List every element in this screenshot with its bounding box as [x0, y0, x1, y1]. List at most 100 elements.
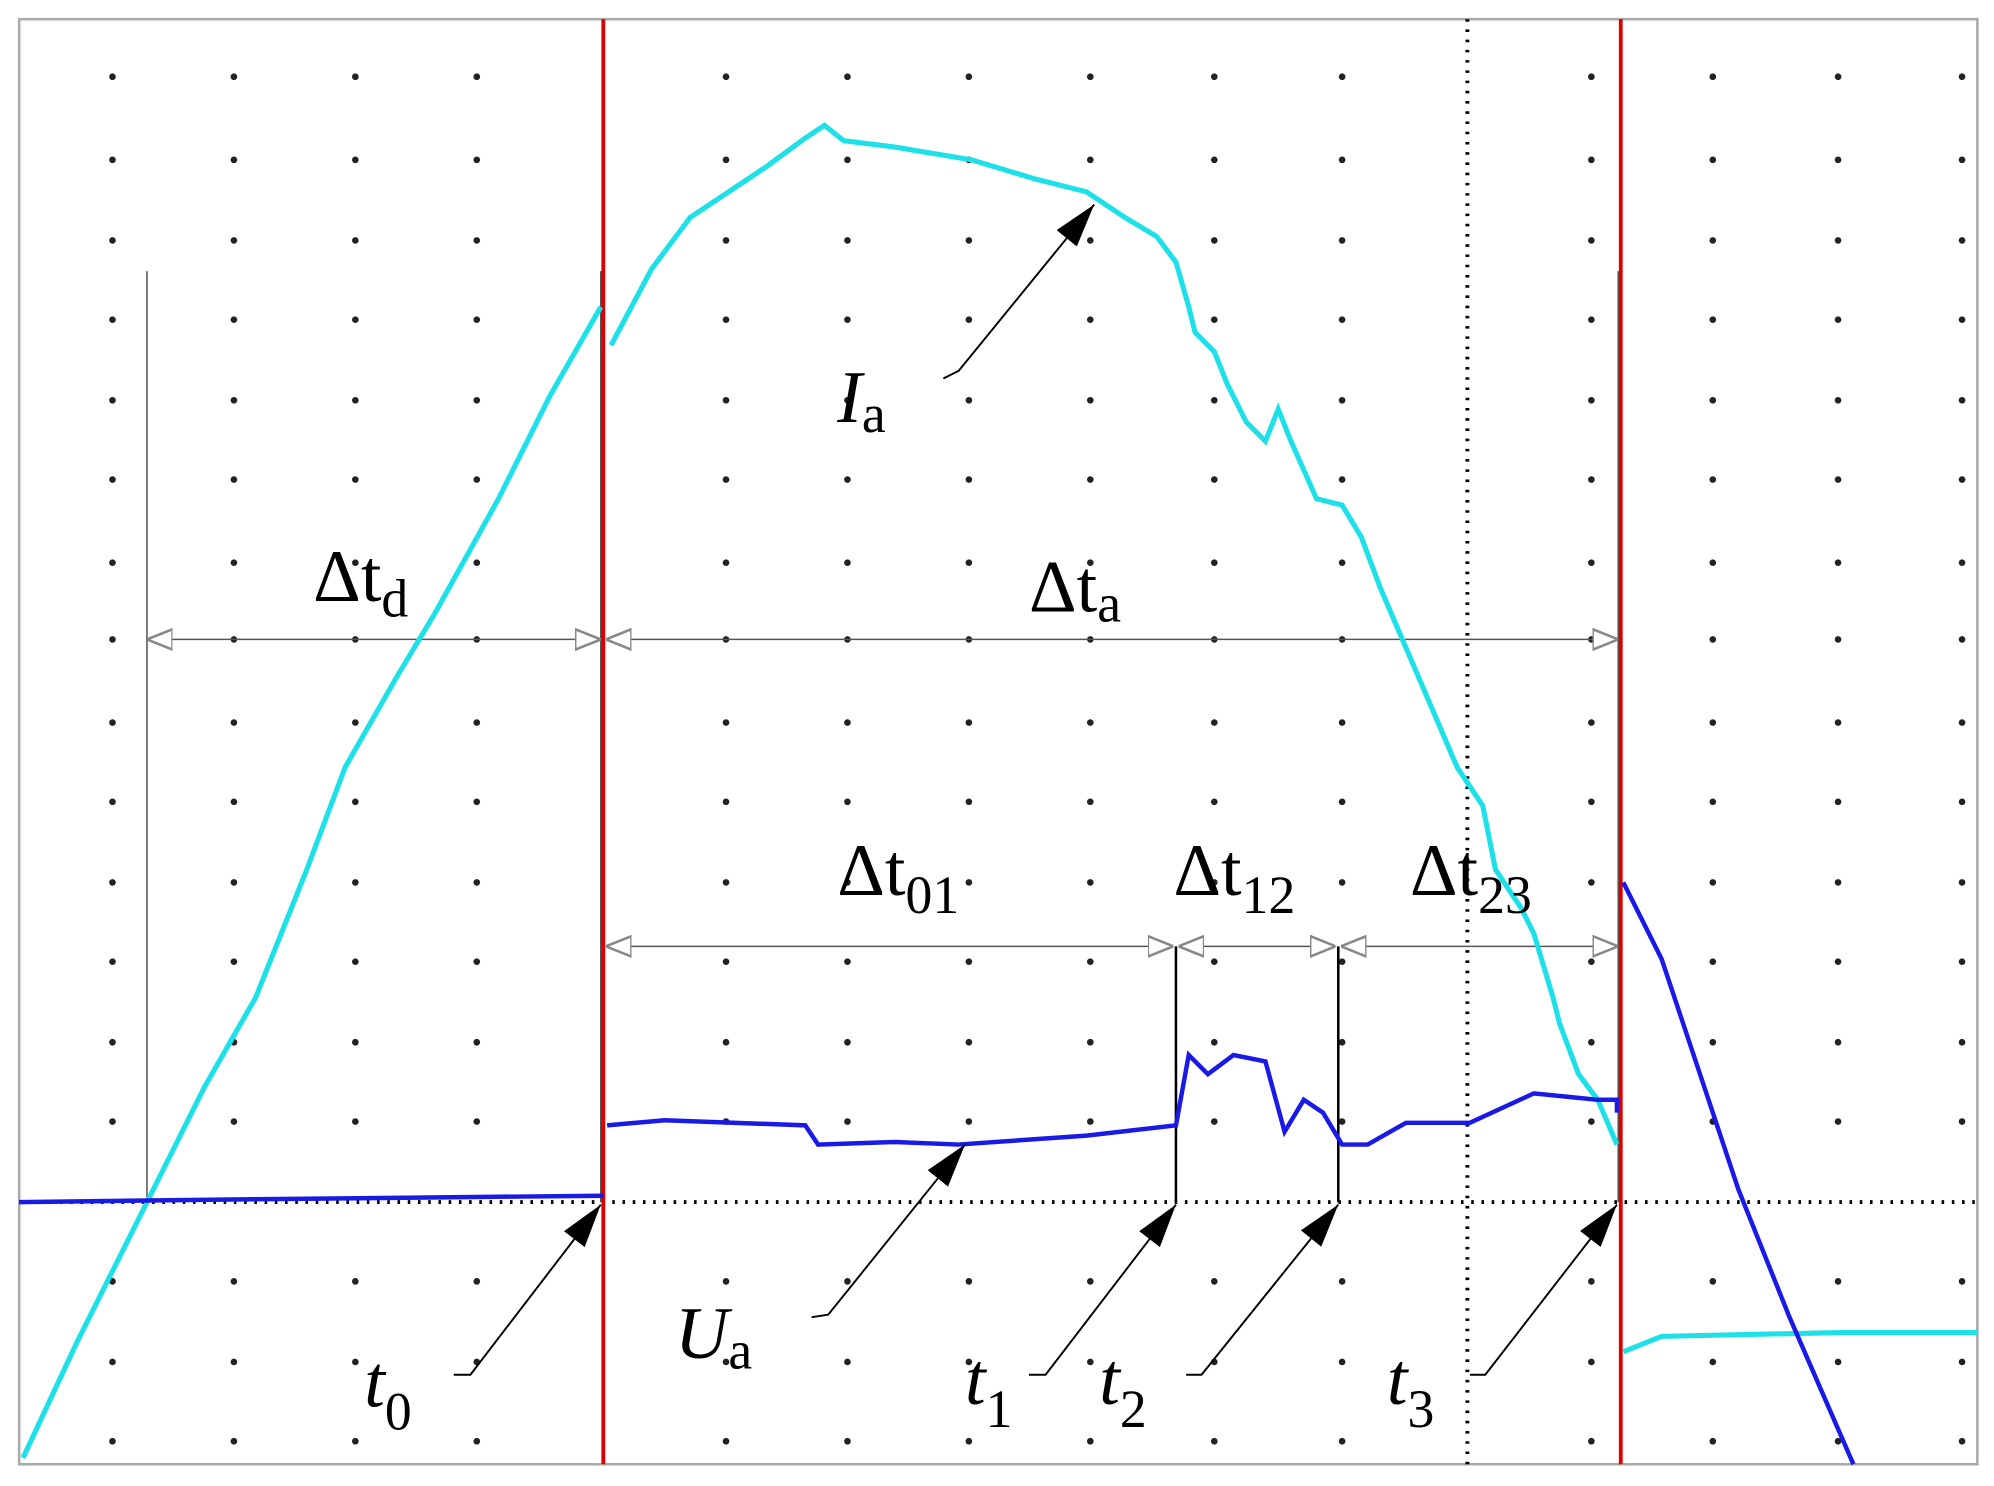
grid-dot	[1709, 636, 1717, 643]
grid-dot	[1958, 476, 1966, 483]
grid-dot	[230, 879, 238, 886]
grid-dot	[844, 798, 851, 806]
grid-dot	[1958, 879, 1966, 886]
grid-dot	[473, 156, 481, 164]
grid-dot	[1210, 476, 1218, 483]
grid-dot	[473, 396, 481, 404]
grid-dot	[109, 1038, 116, 1046]
grid-dot	[965, 1437, 973, 1445]
grid-dot	[1958, 1118, 1966, 1125]
grid-dot	[844, 476, 851, 483]
label-ia: Ia	[836, 357, 886, 444]
voltage-trace	[19, 881, 1856, 1466]
grid-dot	[1834, 1278, 1842, 1285]
grid-dot	[1588, 1278, 1595, 1285]
grid-dot	[352, 798, 359, 806]
grid-dot	[1958, 156, 1966, 164]
grid-dot	[1338, 958, 1346, 966]
grid-dot	[352, 156, 359, 164]
grid-dot	[109, 476, 116, 483]
grid-dot	[844, 237, 851, 244]
grid-dot	[1709, 958, 1717, 966]
grid-dot	[844, 1038, 851, 1046]
grid-dot	[109, 559, 116, 567]
grid-dot	[109, 719, 116, 726]
grid-dot	[352, 1437, 359, 1445]
grid-dot	[1338, 1038, 1346, 1046]
grid-dot	[722, 1278, 730, 1285]
grid-dot	[1709, 879, 1717, 886]
grid-dot	[1834, 719, 1842, 726]
label-dt-a: Δta	[1029, 546, 1121, 633]
grid-dot	[1086, 476, 1094, 483]
grid-dot	[1210, 1038, 1218, 1046]
grid-dot	[473, 798, 481, 806]
grid-dot	[1086, 798, 1094, 806]
grid-dot	[844, 958, 851, 966]
grid-dot	[965, 476, 973, 483]
grid-dot	[1709, 1437, 1717, 1445]
grid-dot	[473, 1038, 481, 1046]
grid-dot	[473, 1118, 481, 1125]
grid-dot	[1958, 559, 1966, 567]
grid-dot	[109, 879, 116, 886]
grid-dot	[1709, 396, 1717, 404]
grid-dot	[844, 1437, 851, 1445]
grid-dot	[1709, 719, 1717, 726]
grid-dot	[352, 1118, 359, 1125]
grid-dot	[1588, 237, 1595, 244]
grid-dot	[1958, 316, 1966, 324]
label-t1: t1	[965, 1339, 1012, 1439]
grid-dot	[844, 1278, 851, 1285]
grid-dot	[965, 396, 973, 404]
grid-dot	[109, 1118, 116, 1125]
grid-dot	[1958, 1278, 1966, 1285]
grid-dot	[965, 1278, 973, 1285]
grid-dot	[965, 559, 973, 567]
grid-dot	[352, 73, 359, 81]
grid-dot	[1210, 559, 1218, 567]
grid-dot	[109, 73, 116, 81]
grid-dot	[109, 316, 116, 324]
grid-dot	[109, 636, 116, 643]
grid-dot	[1210, 396, 1218, 404]
grid-dot	[1588, 316, 1595, 324]
grid-dot	[1210, 1118, 1218, 1125]
grid-dot	[1588, 1038, 1595, 1046]
grid-dot	[1338, 237, 1346, 244]
grid-dot	[965, 719, 973, 726]
grid-dot	[1338, 73, 1346, 81]
grid-dot	[965, 798, 973, 806]
label-dt-12: Δt12	[1173, 830, 1295, 925]
grid-dot	[473, 719, 481, 726]
grid-dot	[1588, 73, 1595, 81]
grid-dot	[1709, 1358, 1717, 1366]
grid-dot	[1086, 719, 1094, 726]
grid-dot	[1086, 1118, 1094, 1125]
grid-dot	[1338, 1118, 1346, 1125]
grid-dot	[473, 1278, 481, 1285]
grid-dot	[1338, 1278, 1346, 1285]
grid-dot	[1210, 798, 1218, 806]
grid-dot	[473, 1437, 481, 1445]
grid-dot	[1588, 156, 1595, 164]
grid-dot	[352, 559, 359, 567]
frame	[17, 17, 1979, 1466]
grid-dot	[1588, 476, 1595, 483]
grid-dot	[1086, 237, 1094, 244]
grid-dot	[1086, 1358, 1094, 1366]
grid-dot	[1958, 958, 1966, 966]
grid-dot	[844, 396, 851, 404]
grid-dot	[965, 1118, 973, 1125]
grid-dot	[230, 476, 238, 483]
grid-dot	[1834, 1437, 1842, 1445]
grid-dot	[1588, 559, 1595, 567]
grid-dot	[1709, 316, 1717, 324]
grid-dot	[109, 1437, 116, 1445]
grid-dot	[1086, 396, 1094, 404]
grid-dot	[473, 559, 481, 567]
grid-dot	[965, 316, 973, 324]
grid-dot	[230, 1278, 238, 1285]
grid-dot	[1958, 1038, 1966, 1046]
grid-dot	[230, 156, 238, 164]
